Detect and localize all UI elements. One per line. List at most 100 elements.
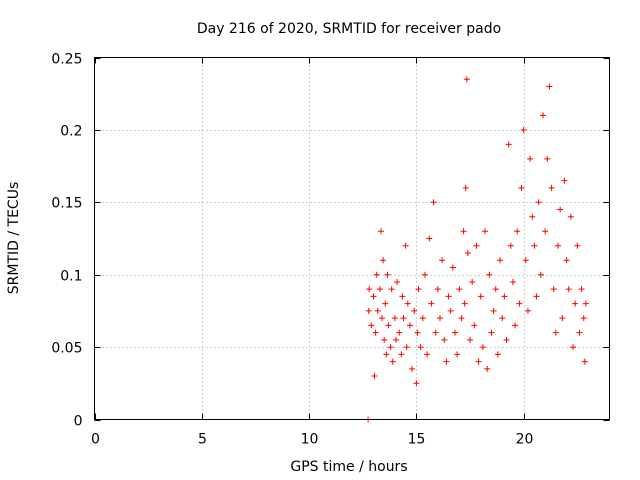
data-point [384,271,391,278]
data-point [454,351,461,358]
data-point [430,199,437,206]
data-point [563,257,570,264]
data-point [460,228,467,235]
data-point [518,184,525,191]
data-point [424,351,431,358]
data-point [565,286,572,293]
data-point [557,206,564,213]
data-point [387,344,394,351]
data-point [520,126,527,133]
data-point [383,351,390,358]
data-point [373,271,380,278]
data-point [413,380,420,387]
data-point [527,155,534,162]
data-point [458,315,465,322]
data-point [419,315,426,322]
data-point [447,307,454,314]
data-point [380,257,387,264]
data-point [486,271,493,278]
data-point [535,199,542,206]
data-point [376,286,383,293]
data-point [379,315,386,322]
data-point [394,278,401,285]
y-tick-label: 0.2 [60,124,82,140]
data-point [567,213,574,220]
data-point [371,373,378,380]
data-point [417,344,424,351]
data-point [544,155,551,162]
data-point [507,242,514,249]
data-point [494,351,501,358]
data-point [392,336,399,343]
data-point [570,344,577,351]
data-point [385,322,392,329]
y-tick-label: 0.15 [51,196,82,212]
data-point [414,329,421,336]
y-tick-label: 0.05 [51,341,82,357]
data-point [546,83,553,90]
data-point [403,344,410,351]
axis-ticks [94,57,610,421]
data-point [512,322,519,329]
data-point [469,278,476,285]
data-point [389,358,396,365]
data-point [366,286,373,293]
data-point [406,322,413,329]
data-point [402,242,409,249]
data-point [581,358,588,365]
data-point [537,271,544,278]
data-point [514,228,521,235]
data-point [462,184,469,191]
data-point [436,315,443,322]
y-tick-labels: 0 0.05 0.1 0.15 0.2 0.25 [51,52,82,430]
data-point [555,242,561,249]
x-tick-label: 20 [516,432,534,448]
gridlines [94,57,610,420]
x-tick-label: 10 [301,432,319,448]
data-point [497,257,504,264]
data-point [396,329,403,336]
y-tick-label: 0.1 [60,269,82,285]
data-point [503,336,510,343]
x-tick-label: 0 [91,432,100,448]
data-point [411,307,418,314]
data-point [471,322,478,329]
data-point [445,293,452,300]
data-point [377,228,384,235]
data-point [490,307,497,314]
data-point [463,76,470,83]
y-tick-label: 0.25 [51,52,82,68]
data-point [501,293,508,300]
x-tick-label: 15 [408,432,426,448]
data-point [439,257,446,264]
data-point [479,344,486,351]
data-point [374,307,381,314]
data-point [477,293,484,300]
data-point [467,336,474,343]
data-point [432,329,439,336]
data-point [409,365,416,372]
data-point [404,300,411,307]
data-point [382,300,389,307]
data-points [365,76,589,423]
data-point [372,329,379,336]
data-point [559,315,566,322]
data-point [492,286,499,293]
x-tick-labels: 0 5 10 15 20 [91,432,533,448]
data-point [400,315,407,322]
data-point [449,264,456,271]
data-point [415,286,422,293]
data-point [582,300,589,307]
data-point [452,329,458,336]
data-point [473,242,480,249]
data-point [484,365,491,372]
data-point [482,228,489,235]
data-point [399,293,406,300]
chart-title: Day 216 of 2020, SRMTID for receiver pad… [197,21,501,37]
data-point [542,228,549,235]
data-point [381,336,388,343]
x-axis-label: GPS time / hours [290,459,407,475]
data-point [391,315,398,322]
data-point [509,278,516,285]
